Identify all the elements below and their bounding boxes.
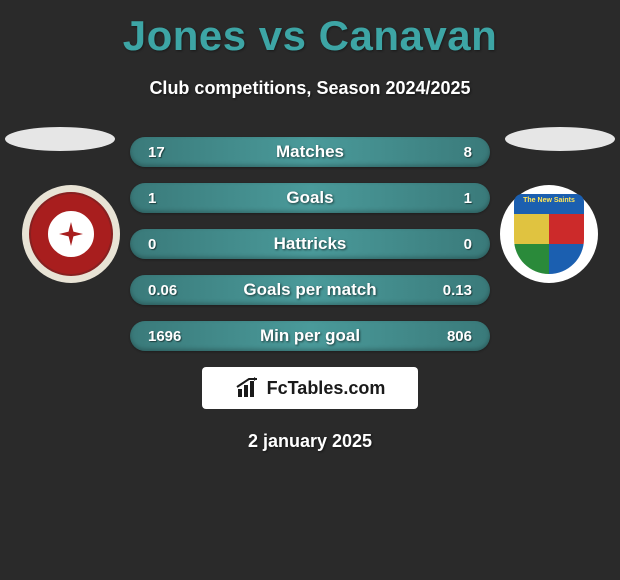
page-title: Jones vs Canavan bbox=[0, 0, 620, 60]
club-badge-right-shield: The New Saints bbox=[514, 194, 584, 274]
archer-icon bbox=[59, 222, 83, 246]
club-badge-left bbox=[22, 185, 120, 283]
brand-badge: FcTables.com bbox=[202, 367, 418, 409]
stat-value-right: 0 bbox=[428, 236, 472, 253]
club-badge-right: The New Saints bbox=[500, 185, 598, 283]
stat-value-right: 806 bbox=[428, 328, 472, 345]
shield-quarter-4 bbox=[549, 244, 584, 274]
stat-label: Hattricks bbox=[192, 234, 428, 254]
club-badge-left-inner bbox=[46, 209, 96, 259]
stat-value-left: 0.06 bbox=[148, 282, 192, 299]
shield-quarter-2 bbox=[549, 214, 584, 244]
stat-label: Min per goal bbox=[192, 326, 428, 346]
chart-icon bbox=[235, 377, 261, 399]
stat-value-left: 1696 bbox=[148, 328, 192, 345]
stat-row: 17Matches8 bbox=[130, 137, 490, 167]
stat-row: 0Hattricks0 bbox=[130, 229, 490, 259]
stat-value-left: 17 bbox=[148, 144, 192, 161]
player-slot-left bbox=[5, 127, 115, 151]
brand-text: FcTables.com bbox=[267, 378, 386, 399]
stat-value-left: 0 bbox=[148, 236, 192, 253]
stat-value-right: 1 bbox=[428, 190, 472, 207]
club-badge-left-ring bbox=[29, 192, 113, 276]
stat-label: Goals bbox=[192, 188, 428, 208]
stat-value-right: 8 bbox=[428, 144, 472, 161]
shield-quarter-1 bbox=[514, 214, 549, 244]
subtitle: Club competitions, Season 2024/2025 bbox=[0, 78, 620, 99]
stat-value-right: 0.13 bbox=[428, 282, 472, 299]
stat-label: Matches bbox=[192, 142, 428, 162]
stat-row: 1Goals1 bbox=[130, 183, 490, 213]
stats-list: 17Matches8 1Goals1 0Hattricks0 0.06Goals pe… bbox=[130, 127, 490, 351]
shield-quarter-3 bbox=[514, 244, 549, 274]
comparison-panel: The New Saints 17Matches8 1Goals1 0Hattric… bbox=[0, 127, 620, 452]
club-badge-right-banner: The New Saints bbox=[514, 194, 584, 214]
stat-label: Goals per match bbox=[192, 280, 428, 300]
stat-row: 1696Min per goal806 bbox=[130, 321, 490, 351]
club-badge-right-quarters bbox=[514, 214, 584, 274]
player-slot-right bbox=[505, 127, 615, 151]
stat-value-left: 1 bbox=[148, 190, 192, 207]
stat-row: 0.06Goals per match0.13 bbox=[130, 275, 490, 305]
date-label: 2 january 2025 bbox=[0, 431, 620, 452]
